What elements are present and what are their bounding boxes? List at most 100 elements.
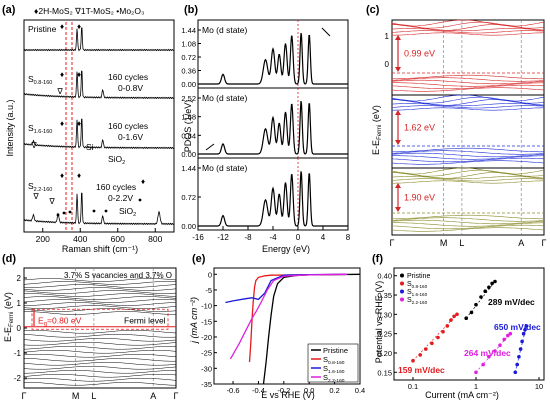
panel-a-legend: ♦2H-MoS₂ ∇1T-MoS₂ •Mo₂O₃ [34,6,144,16]
y-tick-label: 0 [385,60,390,69]
arrow [321,27,331,37]
panel-b: (b) PDOS (1/eV) Energy (eV) Mo (d state)… [181,4,350,254]
x-tick-label: -16 [192,233,204,242]
trace-label: S1.6-160 [28,123,52,135]
x-tick-label: 0.4 [355,386,365,395]
y-tick-label: 0.00 [181,222,196,231]
kpoint-label: A [518,238,524,248]
y-tick-label: -15 [201,317,212,326]
series-line [225,273,348,304]
label: S0.8-160 [323,355,345,366]
band [392,172,545,179]
gap-arrow-head [395,67,401,72]
panel-f-xlabel: Current (mA cm⁻²) [425,390,499,400]
band [392,74,544,80]
data-point [520,339,524,344]
kpoint-label: Γ [174,391,179,401]
x-tick-label: -4 [269,233,277,242]
1t-marker: ∇ [30,141,37,150]
x-tick-label: 1 [474,382,478,391]
data-point [502,337,507,342]
y-tick-label: 0.35 [377,291,392,300]
label: S1.6-160 [323,364,345,375]
band [23,374,177,378]
y-tick-label: 1.44 [181,26,196,35]
band [23,287,177,291]
panel-f-letter: (f) [372,253,383,265]
label: S0.8-160 [407,281,428,289]
band [23,281,177,285]
y-tick-label: 0.72 [181,193,196,202]
2h-marker: ♦ [77,171,81,180]
band [23,366,177,370]
x-tick-label: 0.0 [304,386,314,395]
2h-marker: ♦ [141,177,145,186]
panel-a: (a) ♦2H-MoS₂ ∇1T-MoS₂ •Mo₂O₃ Intensity (… [2,4,175,254]
panel-e-ylabel: j (mA cm⁻²) [189,297,199,344]
panel-b-xlabel: Energy (eV) [262,244,310,254]
band [24,370,176,374]
x-tick-label: 8 [346,233,351,242]
pdos-label: Mo (d state) [202,25,248,35]
band [391,19,545,27]
band [391,219,545,225]
y-tick-label: 2.52 [181,94,196,103]
panel-a-traces: ♦ ♦ ♦ ♦ ♦ ♦ ♦ ♦ ♦ ∇ ∇ ∇ ∇ [23,22,175,226]
band [23,308,177,312]
label: S2.2-160 [407,297,428,305]
mo2o3-marker [68,210,72,214]
y-tick-label: -35 [201,380,212,389]
x-tick-label: 0 [296,233,301,242]
panel-f-plot: 0.1 1 10 0.15 0.20 0.25 0.30 0.35 0.40 289 mV/dec… [377,267,545,391]
slope-label: 264 mV/dec [464,348,511,358]
x-tick-label: -0.2 [277,386,290,395]
pdos-curve [198,171,348,227]
plot-frame [393,267,545,381]
data-point [518,347,523,351]
panel-f: (f) Potential vs RHE (V) Current (mA cm⁻… [372,253,545,400]
label: Pristine [323,346,348,355]
pdos-label: Mo (d state) [202,93,248,103]
band [391,30,545,34]
x-tick-label: 200 [36,234,50,244]
x-tick-label: 0.1 [408,382,418,391]
x-tick-label: -12 [217,233,229,242]
band [23,354,177,358]
data-point [517,355,521,359]
gap-arrow-head [395,183,401,188]
band [391,150,545,155]
y-tick-label: 2 [17,274,22,283]
panel-b-plots: Mo (d state) 0.00 0.36 0.72 1.08 1.44 Mo (d st… [181,19,351,242]
plot-frame [213,267,361,385]
band [23,378,177,382]
band [23,330,177,334]
x-tick-label: -8 [244,233,252,242]
band [392,155,545,160]
panel-e-letter: (e) [192,253,206,265]
pdos-curve [198,32,348,85]
pdos-curve [198,100,348,155]
mo2o3-marker [62,211,66,215]
slope-label: 159 mV/dec [398,365,445,375]
band [392,107,544,111]
gap-arrow-head [395,35,401,40]
mo2o3-marker [104,209,108,213]
trace-cycles: 160 cycles [96,182,136,192]
gap-label: 0.99 eV [404,49,435,59]
2h-marker: ♦ [60,22,64,31]
series-line [229,273,348,360]
data-point [455,312,459,317]
label: Pristine [407,273,430,280]
data-point [445,324,450,328]
band [391,152,545,158]
panel-b-ylabel: PDOS (1/eV) [183,100,193,153]
kpoint-label: L [91,391,96,401]
panel-a-ylabel: Intensity (a.u.) [5,99,15,156]
band [391,87,545,92]
x-tick-label: 0.2 [329,386,339,395]
band [391,94,545,102]
band [24,311,176,315]
y-tick-label: 0.84 [181,131,196,140]
data-point [487,285,491,290]
band [392,32,544,36]
